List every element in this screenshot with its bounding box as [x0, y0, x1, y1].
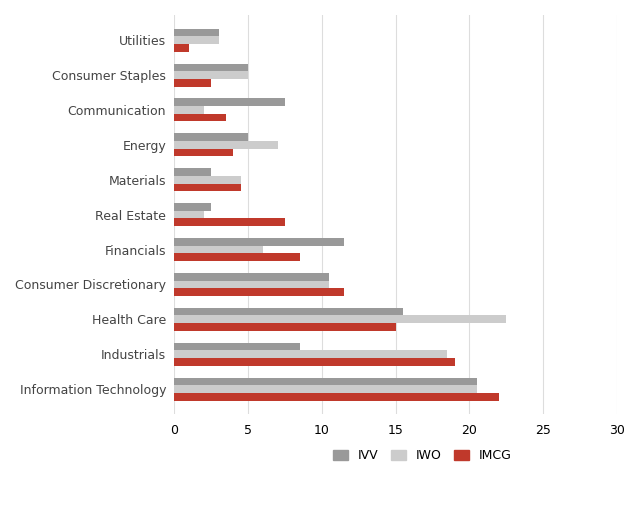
Bar	[174, 393, 499, 401]
Bar	[174, 219, 285, 226]
Bar	[174, 141, 278, 149]
Bar	[174, 323, 396, 331]
Bar	[174, 211, 204, 219]
Bar	[174, 246, 263, 253]
Bar	[174, 385, 477, 393]
Bar	[174, 176, 241, 184]
Bar	[174, 98, 285, 106]
Bar	[174, 79, 211, 87]
Bar	[174, 315, 506, 323]
Legend: IVV, IWO, IMCG: IVV, IWO, IMCG	[328, 444, 517, 467]
Bar	[174, 114, 226, 122]
Bar	[174, 64, 248, 71]
Bar	[174, 378, 477, 385]
Bar	[174, 203, 211, 211]
Bar	[174, 281, 330, 288]
Bar	[174, 308, 403, 315]
Bar	[174, 358, 455, 366]
Bar	[174, 71, 248, 79]
Bar	[174, 273, 330, 281]
Bar	[174, 29, 219, 36]
Bar	[174, 350, 447, 358]
Bar	[174, 106, 204, 114]
Bar	[174, 253, 300, 261]
Bar	[174, 343, 300, 350]
Bar	[174, 149, 234, 156]
Bar	[174, 238, 344, 246]
Bar	[174, 44, 189, 52]
Bar	[174, 168, 211, 176]
Bar	[174, 184, 241, 191]
Bar	[174, 36, 219, 44]
Bar	[174, 133, 248, 141]
Bar	[174, 288, 344, 296]
